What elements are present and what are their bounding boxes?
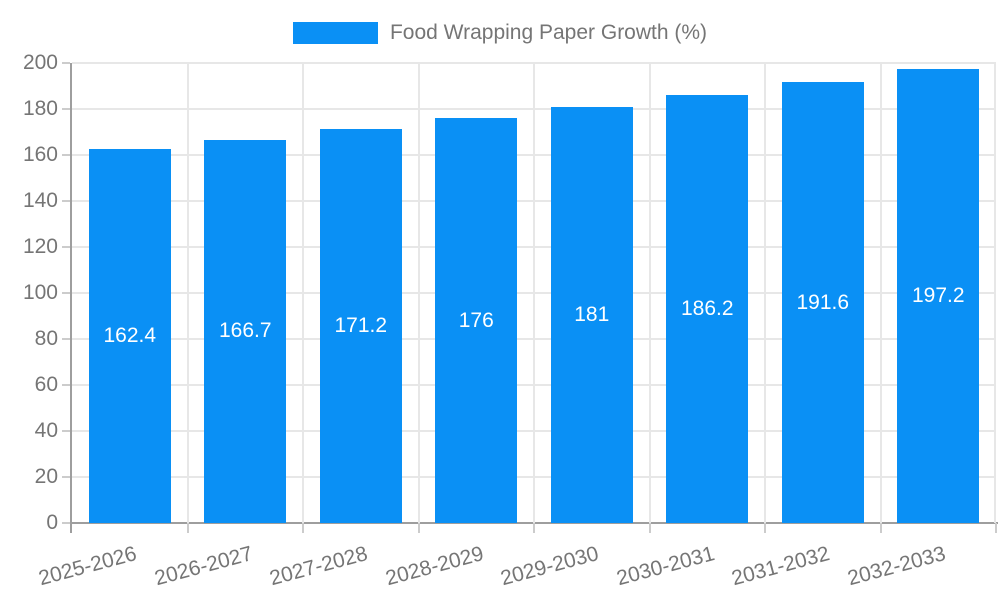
- bar-column: 171.2: [303, 63, 419, 523]
- bar-value-label: 197.2: [911, 284, 965, 308]
- bar[interactable]: 191.6: [781, 82, 864, 523]
- y-axis-tick-label: 180: [22, 97, 58, 120]
- bar-value-label: 186.2: [680, 296, 734, 320]
- y-axis-tick-label: 60: [34, 373, 58, 396]
- x-axis-tick: [302, 523, 304, 533]
- x-axis-tick: [533, 523, 535, 533]
- x-axis-tick-label: 2026-2027: [151, 542, 255, 591]
- x-axis-tick-label: 2032-2033: [844, 542, 948, 591]
- x-axis-tick-label: 2031-2032: [729, 542, 833, 591]
- x-axis-tick: [648, 523, 651, 533]
- bar[interactable]: 197.2: [897, 69, 980, 523]
- bar-column: 197.2: [881, 63, 997, 523]
- x-axis-tick-label: 2029-2030: [498, 542, 602, 591]
- y-axis-tick: [62, 338, 70, 340]
- y-axis-tick: [62, 430, 70, 432]
- bar[interactable]: 171.2: [319, 129, 402, 523]
- y-axis-tick: [62, 522, 70, 524]
- x-axis-tick: [995, 523, 997, 533]
- y-axis-tick-label: 120: [22, 235, 58, 258]
- bar-value-label: 176: [458, 308, 494, 332]
- gridline-vertical: [533, 63, 535, 523]
- bar-series: 162.4 166.7 171.2 176 181 186.2 191.6 197.2: [72, 63, 996, 523]
- y-axis-tick: [62, 108, 70, 110]
- bar-column: 181: [534, 63, 650, 523]
- x-axis-tick: [417, 523, 420, 533]
- y-axis-tick: [62, 62, 70, 64]
- bar-value-label: 181: [574, 302, 610, 326]
- y-axis-tick-label: 0: [46, 511, 58, 534]
- y-axis-tick-label: 200: [22, 51, 58, 74]
- bar-value-label: 166.7: [218, 319, 272, 343]
- y-axis-tick-label: 80: [34, 327, 58, 350]
- y-axis-tick: [62, 154, 70, 156]
- y-axis-tick-label: 20: [34, 465, 58, 488]
- bar-column: 176: [419, 63, 535, 523]
- x-axis-tick: [186, 523, 189, 533]
- y-axis-tick: [62, 476, 70, 478]
- bar[interactable]: 186.2: [666, 94, 749, 523]
- plot-area: 162.4 166.7 171.2 176 181 186.2 191.6 197.2: [72, 62, 996, 523]
- bar-column: 191.6: [765, 63, 881, 523]
- bar-value-label: 191.6: [796, 290, 850, 314]
- y-axis-tick: [62, 384, 70, 386]
- y-axis-tick-label: 160: [22, 143, 58, 166]
- bar-value-label: 171.2: [334, 314, 388, 338]
- gridline-vertical: [994, 63, 996, 523]
- y-axis-tick: [62, 200, 70, 202]
- y-axis-tick-label: 140: [22, 189, 58, 212]
- y-axis-tick: [62, 292, 70, 294]
- gridline-vertical: [417, 63, 420, 523]
- bar-column: 166.7: [188, 63, 304, 523]
- gridline-vertical: [764, 63, 766, 523]
- x-axis-tick-label: 2030-2031: [613, 542, 717, 591]
- bar-column: 162.4: [72, 63, 188, 523]
- x-axis-tick: [879, 523, 882, 533]
- chart-legend[interactable]: Food Wrapping Paper Growth (%): [0, 20, 1000, 46]
- y-axis-tick-label: 40: [34, 419, 58, 442]
- x-axis-tick-label: 2027-2028: [267, 542, 371, 591]
- bar[interactable]: 162.4: [88, 149, 171, 523]
- x-axis-tick-label: 2025-2026: [36, 542, 140, 591]
- bar-value-label: 162.4: [103, 324, 157, 348]
- bar[interactable]: 166.7: [204, 139, 287, 523]
- gridline-vertical: [879, 63, 882, 523]
- legend-swatch[interactable]: [292, 22, 378, 44]
- x-axis-tick: [764, 523, 766, 533]
- gridline-vertical: [302, 63, 304, 523]
- bar[interactable]: 181: [550, 106, 633, 523]
- bar-column: 186.2: [650, 63, 766, 523]
- gridline-vertical: [648, 63, 651, 523]
- y-axis-tick-label: 100: [22, 281, 58, 304]
- bar[interactable]: 176: [435, 118, 518, 523]
- legend-label: Food Wrapping Paper Growth (%): [389, 21, 708, 44]
- y-axis-tick: [62, 246, 70, 248]
- x-axis-tick-label: 2028-2029: [382, 542, 486, 591]
- y-axis-line: [70, 63, 72, 533]
- gridline-vertical: [186, 63, 189, 523]
